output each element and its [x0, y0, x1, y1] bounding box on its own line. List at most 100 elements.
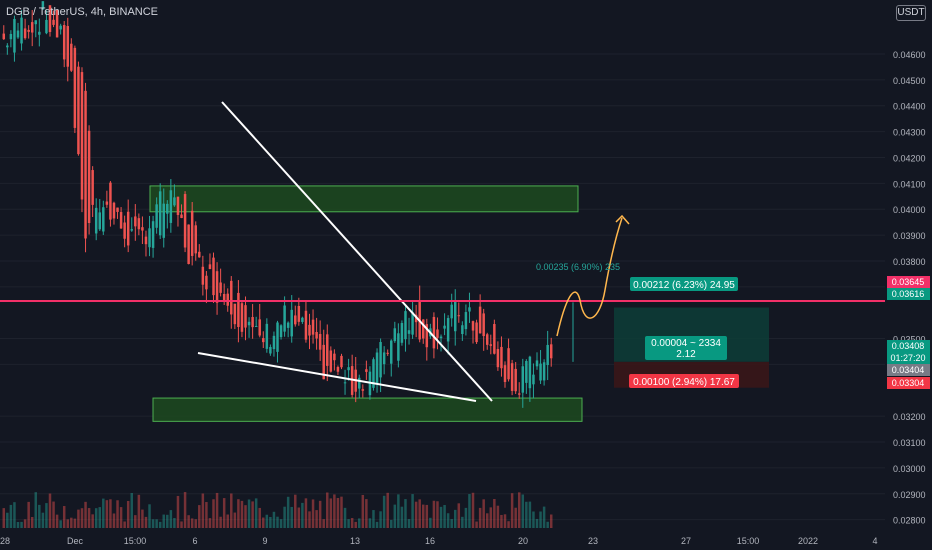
volume-bar	[45, 503, 48, 528]
candle-body	[329, 350, 333, 372]
volume-bar	[294, 494, 297, 528]
candle-body	[116, 207, 119, 212]
volume-bar	[482, 499, 485, 528]
candle-body	[226, 293, 229, 306]
price-tag-bg	[887, 352, 930, 364]
candle-body	[496, 349, 500, 368]
volume-bar	[276, 516, 279, 528]
candle-body	[407, 330, 411, 334]
candle-body	[475, 322, 478, 343]
volume-bar	[109, 499, 112, 528]
candle-body	[254, 326, 258, 328]
price-tick-label: 0.02800	[893, 516, 926, 526]
volume-bar	[226, 514, 229, 528]
candle-body	[144, 236, 148, 245]
volume-bar	[400, 506, 404, 528]
volume-bar	[457, 503, 461, 528]
candle-body	[247, 321, 251, 326]
candle-body	[333, 353, 336, 361]
candle-body	[436, 329, 439, 338]
candle-body	[539, 363, 542, 381]
candle-body	[272, 335, 276, 350]
price-tag: 01:27:20	[890, 353, 925, 363]
time-tick-label: 27	[681, 536, 691, 546]
candle-body	[340, 355, 343, 368]
candle-body	[468, 307, 471, 312]
price-tag: 0.03645	[892, 277, 925, 287]
volume-bar	[187, 515, 190, 528]
center-label-1: 0.00004 ~ 2334	[651, 338, 721, 349]
center-label-bg	[645, 336, 727, 360]
candle-body	[91, 170, 94, 205]
candle-body	[109, 182, 112, 220]
volume-bar	[422, 504, 425, 528]
volume-bar	[91, 514, 94, 528]
volume-bar	[77, 509, 80, 528]
price-tag-bg	[887, 377, 930, 389]
volume-bar	[361, 494, 365, 528]
candle-body	[183, 194, 187, 248]
price-tick-label: 0.03100	[893, 438, 926, 448]
volume-bar	[59, 520, 62, 528]
volume-bar	[13, 502, 16, 528]
candle-body	[489, 344, 493, 346]
volume-bar	[475, 521, 478, 528]
candle-body	[230, 280, 233, 315]
volume-bar	[180, 521, 183, 528]
candle-body	[372, 359, 375, 388]
candle-body	[283, 305, 286, 332]
volume-bar	[390, 519, 393, 528]
volume-bar	[48, 493, 52, 528]
volume-bar	[2, 508, 6, 528]
volume-bar	[194, 519, 197, 528]
candle-body	[535, 360, 539, 367]
volume-bar	[212, 499, 215, 528]
price-tick-label: 0.03500	[893, 335, 926, 345]
candle-body	[315, 331, 318, 339]
volume-bar	[219, 516, 222, 528]
trendline-upper	[221, 101, 493, 402]
price-tick-label: 0.04100	[893, 179, 926, 189]
candle-body	[393, 328, 397, 342]
volume-bar	[500, 514, 503, 528]
candle-body	[446, 318, 450, 342]
candle-body	[222, 293, 226, 301]
time-tick-label: 13	[350, 536, 360, 546]
price-tag-bg	[887, 340, 930, 352]
volume-bar	[73, 518, 77, 528]
volume-bar	[6, 512, 9, 528]
time-tick-label: Dec	[67, 536, 84, 546]
candle-body	[123, 222, 126, 239]
volume-bar	[201, 493, 205, 528]
volume-bar	[244, 505, 247, 528]
volume-bar	[525, 501, 528, 528]
candle-body	[400, 323, 404, 343]
volume-bar	[155, 519, 158, 528]
candle-body	[549, 344, 553, 359]
volume-bar	[333, 494, 336, 528]
volume-bar	[379, 511, 382, 528]
support-zone	[152, 397, 583, 422]
volume-bar	[535, 518, 539, 528]
candle-body	[311, 319, 315, 335]
volume-bar	[329, 498, 333, 528]
candle-body	[432, 316, 436, 349]
target-label: 0.00212 (6.23%) 24.95	[633, 280, 735, 291]
volume-bar	[148, 504, 151, 528]
volume-bar	[393, 504, 397, 528]
candle-body	[514, 368, 517, 392]
volume-bar	[432, 500, 436, 528]
price-tag-bg	[887, 276, 930, 288]
candle-body	[48, 5, 52, 32]
candle-body	[478, 306, 482, 334]
volume-bar	[166, 514, 169, 528]
candle-body	[87, 130, 91, 224]
volume-bar	[20, 521, 23, 528]
volume-bar	[23, 519, 27, 528]
currency-button[interactable]: USDT	[896, 5, 926, 21]
price-tick-label: 0.04600	[893, 50, 926, 60]
candle-body	[347, 367, 350, 371]
volume-bar	[436, 501, 439, 528]
